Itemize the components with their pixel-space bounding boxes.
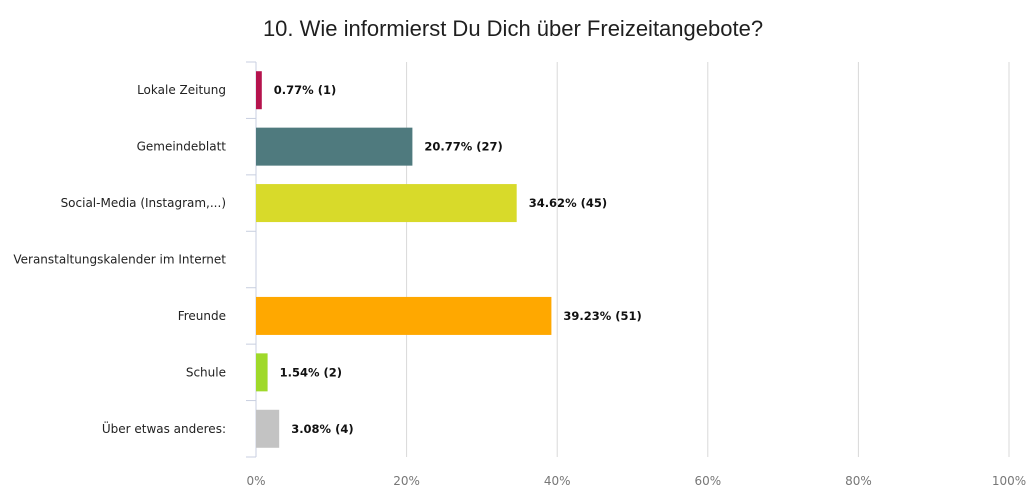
- category-label: Schule: [186, 365, 226, 379]
- data-label: 3.08% (4): [291, 422, 353, 436]
- data-label: 39.23% (51): [563, 309, 641, 323]
- x-tick-label: 80%: [845, 474, 872, 488]
- category-label: Über etwas anderes:: [102, 420, 226, 436]
- chart-title: 10. Wie informierst Du Dich über Freizei…: [263, 16, 763, 41]
- data-label: 0.77% (1): [274, 83, 336, 97]
- bar: [256, 296, 552, 335]
- bar: [256, 353, 268, 392]
- grid-layer: [246, 61, 1010, 458]
- data-label: 20.77% (27): [424, 140, 502, 154]
- bar: [256, 409, 280, 448]
- category-label: Social-Media (Instagram,...): [61, 196, 226, 210]
- bar: [256, 184, 517, 223]
- labels-layer: 0% 20% 40% 60% 80% 100% Lokale Zeitung 0.77% (1…: [13, 83, 1026, 488]
- x-tick-label: 100%: [992, 474, 1026, 488]
- x-tick-label: 20%: [393, 474, 420, 488]
- x-tick-label: 60%: [694, 474, 721, 488]
- bar: [256, 127, 413, 166]
- category-label: Lokale Zeitung: [137, 83, 226, 97]
- bars-layer: [256, 71, 552, 448]
- category-label: Freunde: [178, 309, 226, 323]
- data-label: 1.54% (2): [280, 365, 342, 379]
- category-label: Veranstaltungskalender im Internet: [13, 253, 226, 267]
- x-tick-label: 0%: [246, 474, 265, 488]
- data-label: 34.62% (45): [529, 196, 607, 210]
- x-tick-label: 40%: [544, 474, 571, 488]
- bar: [256, 71, 262, 110]
- category-label: Gemeindeblatt: [137, 140, 227, 154]
